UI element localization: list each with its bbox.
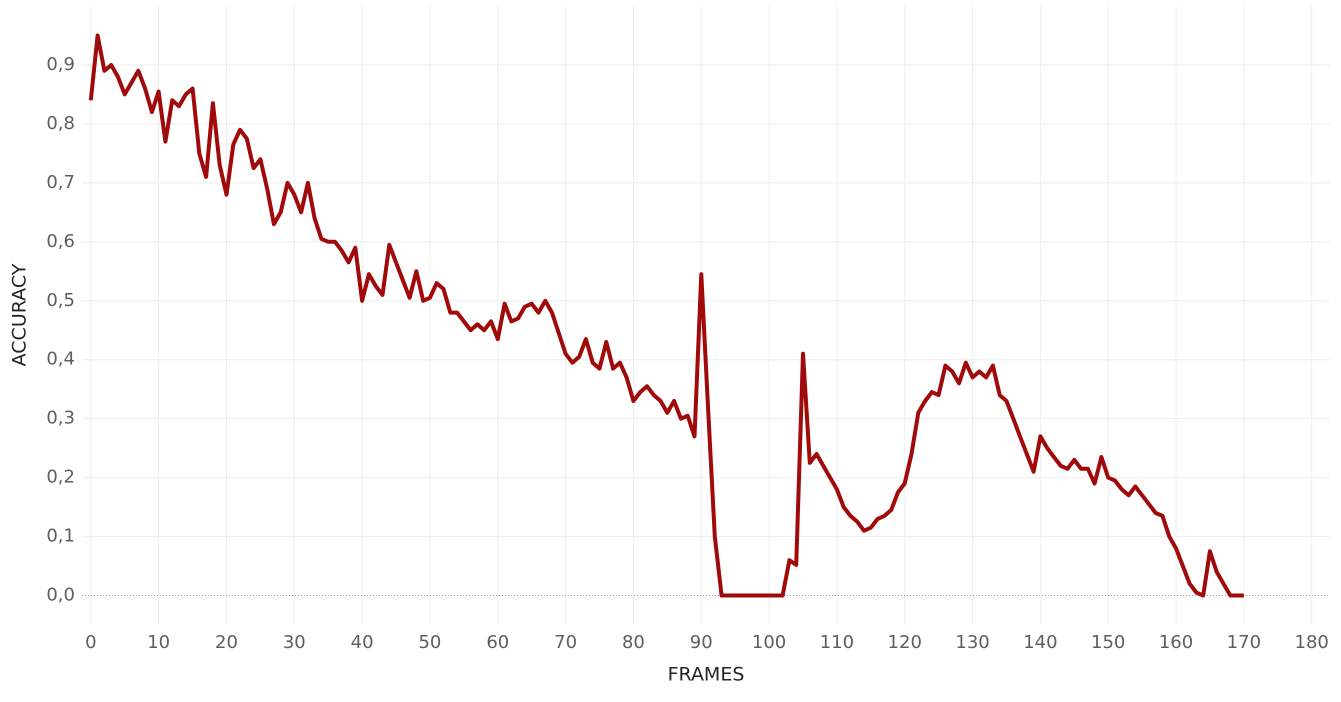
x-tick-label: 120 [888,632,922,653]
y-tick-label: 0,7 [46,172,75,193]
x-tick-label: 30 [283,632,306,653]
x-tick-label: 40 [351,632,374,653]
y-tick-label: 0,4 [46,349,75,370]
x-tick-label: 0 [85,632,96,653]
y-tick-label: 0,5 [46,290,75,311]
x-tick-label: 100 [752,632,786,653]
x-tick-label: 60 [486,632,509,653]
y-tick-label: 0,6 [46,231,75,252]
x-tick-label: 90 [690,632,713,653]
y-tick-label: 0,3 [46,408,75,429]
x-tick-label: 10 [147,632,170,653]
x-tick-label: 160 [1159,632,1193,653]
y-tick-label: 0,1 [46,526,75,547]
x-tick-label: 180 [1295,632,1329,653]
x-tick-label: 110 [820,632,854,653]
x-tick-label: 170 [1227,632,1261,653]
x-tick-label: 50 [418,632,441,653]
y-tick-label: 0,2 [46,467,75,488]
x-tick-label: 70 [554,632,577,653]
data-line [88,33,1244,598]
x-tick-label: 130 [955,632,989,653]
y-axis-title: ACCURACY [9,263,31,366]
y-tick-label: 0,9 [46,54,75,75]
x-tick-label: 150 [1091,632,1125,653]
x-tick-label: 20 [215,632,238,653]
y-tick-label: 0,0 [46,585,75,606]
x-tick-label: 140 [1023,632,1057,653]
x-tick-label: 80 [622,632,645,653]
x-axis-title: FRAMES [668,664,745,686]
y-tick-label: 0,8 [46,113,75,134]
